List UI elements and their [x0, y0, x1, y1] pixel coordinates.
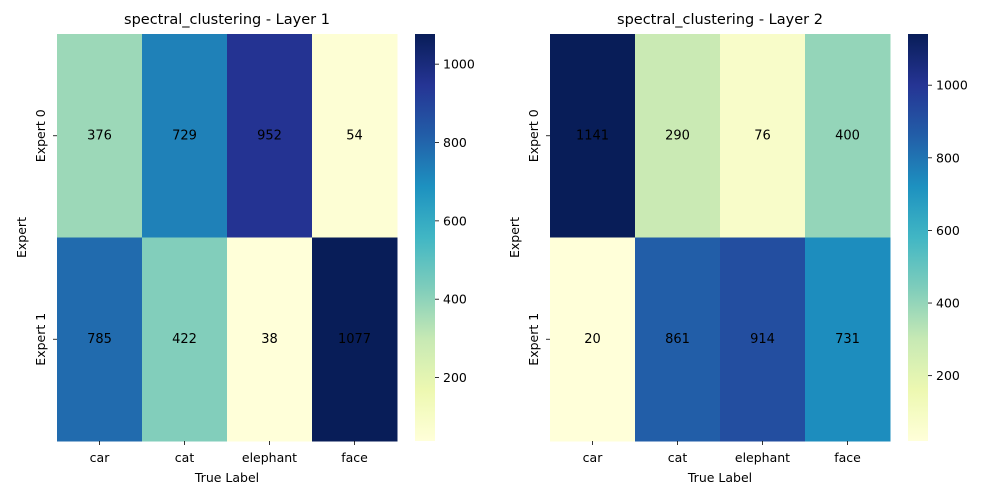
y-axis-label: Expert — [14, 217, 29, 258]
heatmap-panel-2: 1141 290 76 400 20 861 914 731 spectral_clusteri… — [507, 12, 968, 485]
cell-value-label: 729 — [172, 128, 197, 143]
cell-value-label: 952 — [257, 128, 282, 143]
heatmap-cell — [227, 34, 313, 238]
colorbar-tick-label: 400 — [443, 292, 467, 307]
cell-value-label: 914 — [750, 332, 775, 347]
colorbar-gradient — [908, 34, 928, 441]
x-tick-label: elephant — [242, 450, 297, 465]
cell-value-label: 731 — [835, 332, 860, 347]
cell-value-label: 422 — [172, 332, 197, 347]
colorbar-tick-label: 800 — [443, 135, 467, 150]
heatmap-cell — [720, 34, 806, 238]
colorbar-tick-label: 600 — [443, 213, 467, 228]
chart-title: spectral_clustering - Layer 2 — [617, 12, 823, 28]
x-axis-label: True Label — [194, 470, 259, 485]
x-axis-label: True Label — [687, 470, 752, 485]
colorbar-tick-label: 800 — [936, 150, 960, 165]
heatmap-cell — [720, 237, 806, 442]
colorbar-tick-label: 600 — [936, 223, 960, 238]
x-tick-label: cat — [175, 450, 195, 465]
colorbar-tick-label: 400 — [936, 296, 960, 311]
cell-value-label: 376 — [87, 128, 112, 143]
x-tick-label: face — [341, 450, 368, 465]
cell-value-label: 290 — [665, 128, 690, 143]
x-tick-label: cat — [668, 450, 688, 465]
cell-value-label: 400 — [835, 128, 860, 143]
heatmap-cell — [550, 237, 636, 442]
y-tick-label: Expert 0 — [33, 109, 48, 162]
colorbar: 200 400 600 800 1000 — [908, 34, 968, 441]
colorbar-tick-label: 200 — [936, 368, 960, 383]
x-tick-label: car — [583, 450, 604, 465]
cell-value-label: 38 — [261, 332, 278, 347]
cell-value-label: 76 — [754, 128, 771, 143]
heatmap-cell — [312, 34, 398, 238]
heatmap-cell — [635, 237, 721, 442]
cell-value-label: 861 — [665, 332, 690, 347]
x-tick-label: car — [90, 450, 111, 465]
cell-value-label: 1077 — [338, 332, 371, 347]
heatmap-cell — [57, 237, 143, 442]
cell-value-label: 1141 — [576, 128, 609, 143]
y-tick-label: Expert 1 — [526, 313, 541, 366]
colorbar-tick-label: 1000 — [936, 78, 968, 93]
colorbar-tick-label: 200 — [443, 370, 467, 385]
heatmap-cell — [142, 237, 228, 442]
y-tick-label: Expert 1 — [33, 313, 48, 366]
cell-value-label: 785 — [87, 332, 112, 347]
y-axis-label: Expert — [507, 217, 522, 258]
cell-value-label: 54 — [346, 128, 363, 143]
heatmap-cell — [805, 237, 891, 442]
heatmap-cell — [312, 237, 398, 442]
heatmap-panel-1: 376 729 952 54 785 422 38 1077 spectral_clusteri… — [14, 12, 475, 485]
heatmap-cell — [635, 34, 721, 238]
heatmap-cell — [227, 237, 313, 442]
y-tick-label: Expert 0 — [526, 109, 541, 162]
cell-value-label: 20 — [584, 332, 601, 347]
heatmap-cell — [805, 34, 891, 238]
chart-title: spectral_clustering - Layer 1 — [124, 12, 330, 28]
x-tick-label: elephant — [735, 450, 790, 465]
colorbar-tick-label: 1000 — [443, 57, 475, 72]
heatmap-cell — [142, 34, 228, 238]
colorbar-gradient — [415, 34, 435, 441]
heatmap-cell — [57, 34, 143, 238]
heatmap-cell — [550, 34, 636, 238]
colorbar: 200 400 600 800 1000 — [415, 34, 475, 441]
x-tick-label: face — [834, 450, 861, 465]
